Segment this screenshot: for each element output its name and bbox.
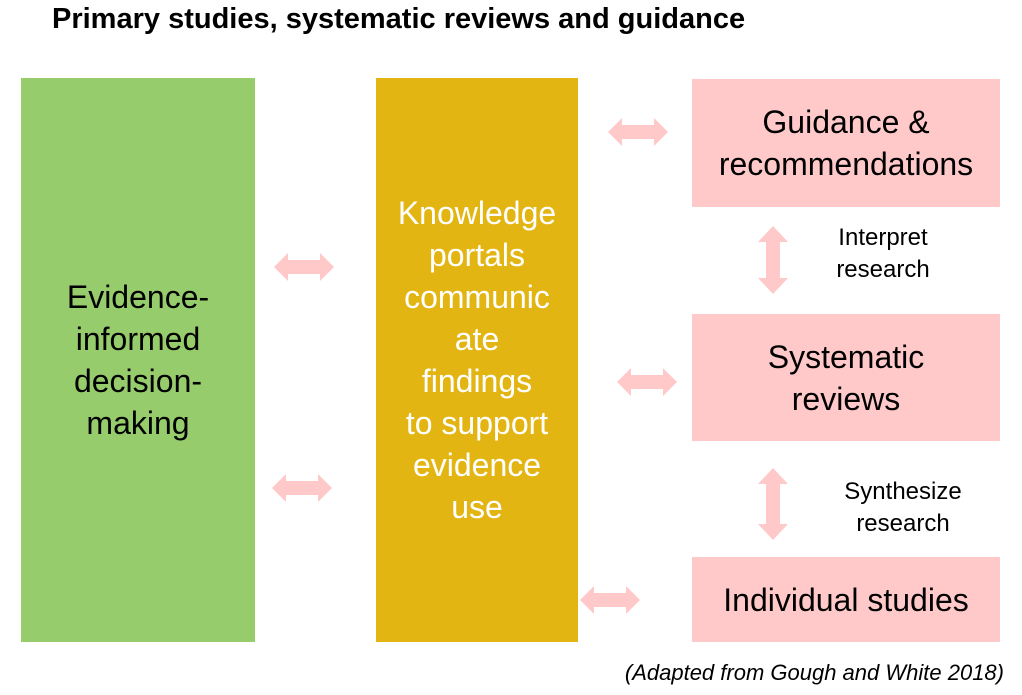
individual-studies-box: Individual studies (692, 557, 1000, 642)
page-title: Primary studies, systematic reviews and … (52, 3, 746, 35)
decision-making-box: Evidence- informed decision- making (21, 78, 255, 642)
guidance-box: Guidance & recommendations (692, 79, 1000, 207)
vertical-double-arrow-icon (758, 226, 788, 294)
double-arrow-icon (272, 474, 332, 502)
synthesize-research-label: Synthesize research (844, 478, 962, 537)
double-arrow-icon (274, 253, 334, 281)
knowledge-portals-box: Knowledge portals communic ate findings … (376, 78, 578, 642)
interpret-research-label: Interpret research (836, 224, 930, 283)
knowledge-portals-label: Knowledge portals communic ate findings … (397, 195, 557, 525)
guidance-label: Guidance & recommendations (718, 104, 974, 182)
double-arrow-icon (608, 118, 668, 146)
decision-making-label: Evidence- informed decision- making (66, 279, 210, 441)
citation: (Adapted from Gough and White 2018) (624, 660, 1004, 685)
systematic-reviews-label: Systematic reviews (767, 338, 925, 417)
systematic-reviews-box: Systematic reviews (692, 314, 1000, 441)
double-arrow-icon (580, 586, 640, 614)
double-arrow-icon (617, 368, 677, 396)
individual-studies-label: Individual studies (723, 581, 969, 618)
vertical-double-arrow-icon (758, 468, 788, 540)
